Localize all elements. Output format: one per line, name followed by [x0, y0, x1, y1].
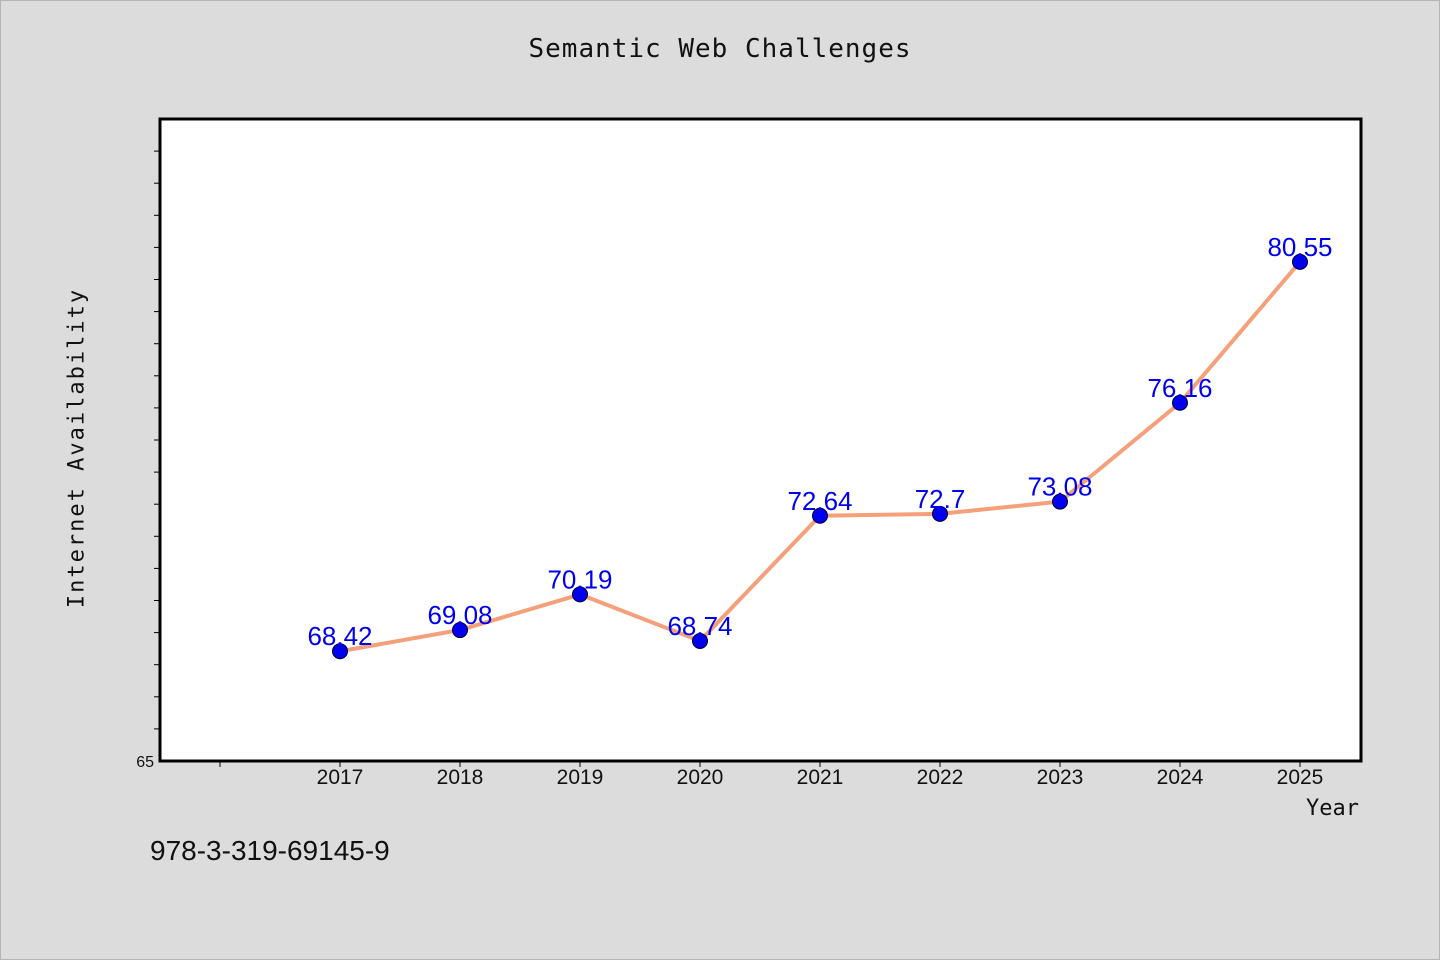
data-label: 72.64: [787, 486, 852, 516]
plot-area: [158, 117, 1363, 763]
data-label: 70.19: [547, 564, 612, 594]
y-ticks: 65: [136, 150, 160, 771]
data-labels: 68.42 69.08 70.19 68.74 72.64 72.7 73.08 76.16 8…: [307, 232, 1332, 651]
x-tick-label: 2019: [557, 766, 604, 789]
data-point: [1292, 253, 1308, 270]
x-axis-label: Year: [1306, 796, 1359, 821]
data-label: 80.55: [1267, 232, 1332, 262]
data-point: [812, 507, 828, 524]
x-tick-label: 2017: [317, 766, 364, 789]
x-tick-label: 2022: [917, 766, 964, 789]
data-label: 72.7: [915, 484, 966, 514]
x-ticks: 2017 2018 2019 2020 2021 2022 2023 2024 2025: [219, 761, 1324, 789]
isbn-text: 978-3-319-69145-9: [150, 835, 390, 866]
x-tick-label: 2018: [437, 766, 484, 789]
data-point: [332, 643, 348, 660]
data-label: 76.16: [1147, 373, 1212, 403]
x-tick-label: 2023: [1037, 766, 1084, 789]
data-point: [452, 622, 468, 639]
chart-title: Semantic Web Challenges: [528, 34, 912, 64]
data-label: 68.74: [667, 611, 732, 641]
y-tick-label: 65: [136, 754, 154, 771]
data-label: 69.08: [427, 600, 492, 630]
x-tick-label: 2024: [1157, 766, 1204, 789]
data-point: [1172, 394, 1188, 411]
x-tick-label: 2021: [797, 766, 844, 789]
x-tick-label: 2025: [1277, 766, 1324, 789]
data-label: 68.42: [307, 621, 372, 651]
data-point: [692, 632, 708, 649]
data-point: [1052, 493, 1068, 510]
x-tick-label: 2020: [677, 766, 724, 789]
data-label: 73.08: [1027, 472, 1092, 502]
series-group: [332, 253, 1308, 660]
data-point: [572, 586, 588, 603]
data-point: [932, 505, 948, 522]
